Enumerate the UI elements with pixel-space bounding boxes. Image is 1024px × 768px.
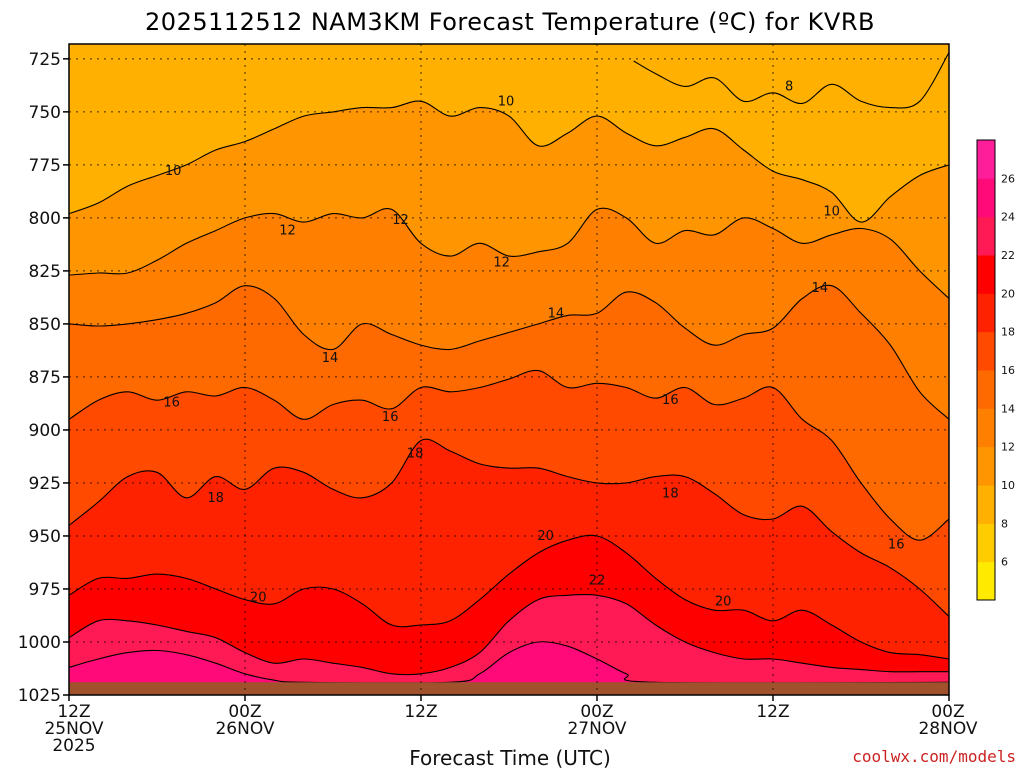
y-tick-label: 750 (29, 103, 61, 123)
y-tick-label: 925 (29, 474, 61, 494)
y-tick-label: 900 (29, 421, 61, 441)
contour-16 (69, 369, 949, 541)
band-above-24 (69, 641, 949, 695)
colorbar-segment (977, 293, 995, 333)
band-above-20 (69, 535, 949, 695)
colorbar-tick-label: 26 (1001, 172, 1015, 185)
x-tick-label: 12Z (756, 702, 789, 722)
band-above-22 (69, 594, 949, 695)
contour-label: 14 (812, 281, 829, 296)
contour-label: 14 (548, 306, 565, 321)
plot-frame (68, 43, 950, 696)
y-tick-label: 975 (29, 580, 61, 600)
colorbar-segment (977, 485, 995, 524)
y-tick-label: 825 (29, 262, 61, 282)
colorbar: 6 8 10 12 14 16 18 20 22 24 26 (976, 139, 1015, 601)
contour-18 (69, 438, 949, 617)
x-tick-label: 00Z (580, 702, 613, 722)
contour-label: 16 (163, 395, 180, 410)
colorbar-segment (977, 140, 995, 179)
colorbar-tick-label: 18 (1001, 326, 1015, 339)
contour-20 (69, 534, 949, 660)
contour-label: 20 (537, 529, 554, 544)
x-tick-label: 12Z (404, 702, 437, 722)
colorbar-tick-label: 10 (1001, 479, 1015, 492)
colorbar-segment (977, 408, 995, 448)
colorbar-tick-label: 12 (1001, 441, 1015, 454)
colorbar-segment (977, 370, 995, 409)
x-axis-label: Forecast Time (UTC) (409, 746, 611, 768)
contour-label: 10 (823, 205, 840, 220)
colorbar-tick-label: 6 (1001, 556, 1008, 569)
x-tick-label: 25NOV (44, 719, 103, 739)
credit-text: coolwx.com/models (852, 747, 1016, 766)
contour-label: 14 (322, 351, 339, 366)
y-tick-label: 800 (29, 209, 61, 229)
y-tick-label: 950 (29, 527, 61, 547)
contour-labels: 8 10 10 10 12 12 12 14 14 14 16 16 16 16 18 18 18 20 20 20 2… (163, 79, 905, 610)
below-ground-mask (69, 682, 949, 695)
x-tick-label: 26NOV (215, 719, 274, 739)
contour-label: 20 (715, 595, 732, 610)
contour-lines (69, 52, 949, 684)
colorbar-frame (976, 139, 996, 601)
contour-label: 16 (382, 410, 399, 425)
temperature-bands (69, 44, 949, 695)
colorbar-tick-label: 20 (1001, 287, 1015, 300)
contour-label: 16 (662, 393, 679, 408)
contour-14 (69, 284, 949, 420)
contour-label: 10 (498, 94, 515, 109)
colorbar-segment (977, 216, 995, 256)
contour-label: 8 (785, 79, 793, 94)
colorbar-segment (977, 255, 995, 294)
y-tick-label: 775 (29, 156, 61, 176)
colorbar-tick-label: 16 (1001, 364, 1015, 377)
y-tick-label: 1000 (18, 633, 61, 653)
y-tick-label: 850 (29, 315, 61, 335)
colorbar-tick-label: 24 (1001, 211, 1015, 224)
contour-label: 20 (250, 590, 267, 605)
y-tick-label: 1025 (18, 686, 61, 706)
contour-label: 16 (888, 537, 905, 552)
chart-title: 2025112512 NAM3KM Forecast Temperature (… (145, 8, 875, 36)
colorbar-segment (977, 178, 995, 218)
x-tick-label: 00Z (228, 702, 261, 722)
contour-22 (69, 593, 949, 676)
contour-label: 12 (493, 255, 510, 270)
contour-12 (69, 207, 949, 299)
contour-label: 18 (662, 487, 679, 502)
colorbar-segment (977, 446, 995, 486)
colorbar-tick-label: 14 (1001, 402, 1015, 415)
colorbar-tick-label: 8 (1001, 517, 1008, 530)
y-tick-label: 875 (29, 368, 61, 388)
y-tick-label: 725 (29, 50, 61, 70)
contour-10 (69, 100, 949, 223)
y-axis: 725 750 775 800 825 850 875 900 925 950 975 1000 102… (18, 50, 69, 706)
plot-area: 8 10 10 10 12 12 12 14 14 14 16 16 16 16 18 18 18 20 20 20 2… (69, 44, 949, 695)
contour-label: 18 (407, 446, 424, 461)
colorbar-segment (977, 331, 995, 371)
x-tick-label: 2025 (52, 736, 95, 756)
x-tick-label: 12Z (57, 702, 90, 722)
x-tick-label: 00Z (931, 702, 964, 722)
x-tick-label: 27NOV (567, 719, 626, 739)
contour-8 (633, 52, 949, 109)
colorbar-segment (977, 523, 995, 563)
x-tick-label: 28NOV (918, 719, 977, 739)
contour-label: 12 (392, 213, 409, 228)
contour-label: 12 (279, 224, 296, 239)
contour-label: 18 (207, 491, 224, 506)
colorbar-segment (977, 561, 995, 601)
contour-label: 10 (165, 164, 182, 179)
colorbar-tick-label: 22 (1001, 249, 1015, 262)
contour-label: 22 (589, 573, 606, 588)
